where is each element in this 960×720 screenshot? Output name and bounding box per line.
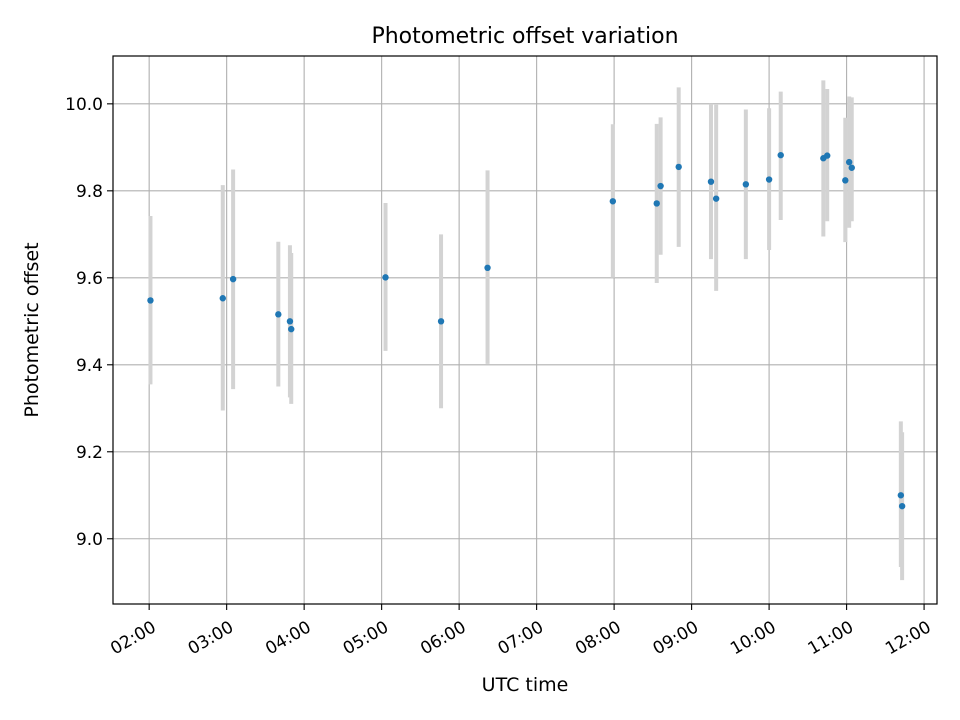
data-point — [712, 195, 720, 202]
data-point — [898, 502, 906, 510]
x-tick-label: 12:00 — [882, 617, 934, 659]
y-axis-ticks: 9.0 9.2 9.4 9.6 9.8 10.0 — [65, 95, 113, 550]
data-point — [286, 318, 294, 325]
data-point — [897, 492, 905, 499]
data-point — [765, 176, 773, 183]
data-point — [848, 164, 855, 171]
x-tick-label: 04:00 — [262, 617, 314, 659]
y-tick-label: 9.0 — [76, 530, 103, 550]
chart-title: Photometric offset variation — [371, 24, 678, 49]
grid-lines — [113, 56, 937, 604]
plot-frame — [112, 55, 938, 605]
data-point — [707, 178, 715, 185]
x-tick-label: 07:00 — [495, 617, 547, 659]
data-point — [675, 163, 682, 171]
x-axis-label: UTC time — [482, 674, 569, 696]
y-axis-label: Photometric offset — [21, 242, 43, 417]
y-tick-label: 9.8 — [76, 182, 103, 202]
x-tick-label: 10:00 — [727, 617, 779, 659]
data-point — [742, 181, 750, 188]
data-point — [147, 297, 154, 304]
data-point — [842, 177, 849, 184]
x-tick-label: 06:00 — [417, 617, 469, 659]
y-tick-label: 10.0 — [65, 95, 103, 115]
y-tick-label: 9.2 — [76, 443, 103, 463]
data-point — [824, 152, 831, 159]
data-point — [382, 274, 389, 281]
y-tick-label: 9.6 — [76, 269, 103, 289]
data-point — [484, 264, 491, 272]
data-point — [219, 295, 226, 302]
x-tick-label: 11:00 — [805, 617, 857, 659]
data-points — [147, 151, 906, 510]
data-point — [609, 198, 617, 205]
x-tick-label: 09:00 — [650, 617, 702, 659]
data-point — [777, 151, 784, 159]
data-point — [653, 200, 660, 207]
data-point — [845, 158, 853, 166]
x-tick-label: 02:00 — [107, 617, 159, 659]
x-tick-label: 08:00 — [572, 617, 624, 659]
data-point — [229, 275, 237, 283]
data-point — [657, 182, 664, 190]
x-tick-label: 05:00 — [340, 617, 392, 659]
data-point — [275, 311, 282, 318]
y-tick-label: 9.4 — [76, 356, 103, 376]
x-axis-ticks: 02:00 03:00 04:00 05:00 06:00 07:00 08:00 09:00… — [107, 604, 935, 659]
data-point — [288, 325, 295, 333]
data-point — [437, 318, 445, 325]
error-bars — [148, 80, 905, 581]
x-tick-label: 03:00 — [185, 617, 237, 659]
